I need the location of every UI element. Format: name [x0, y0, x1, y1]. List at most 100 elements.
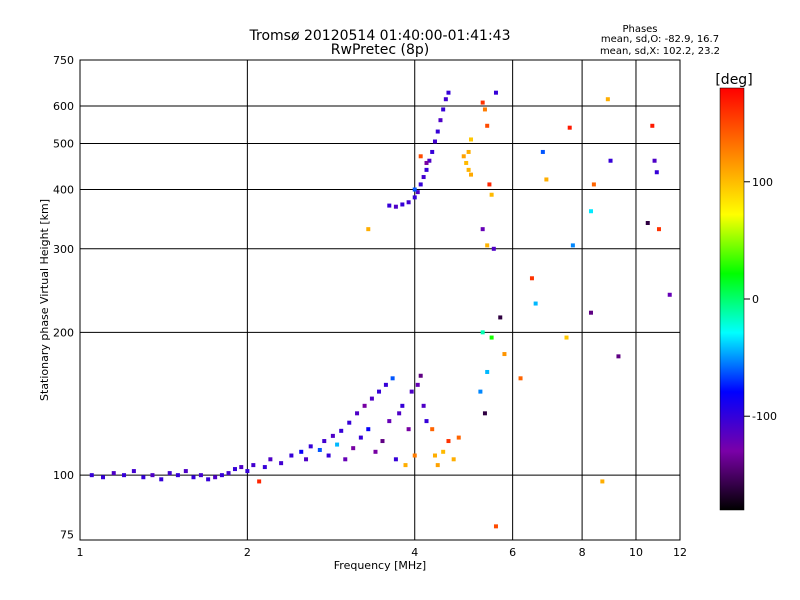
data-point — [412, 187, 417, 192]
data-point — [469, 137, 474, 142]
data-point — [322, 439, 327, 444]
data-point — [377, 389, 382, 394]
data-point — [616, 354, 621, 359]
y-tick-label: 75 — [60, 528, 74, 541]
data-point — [239, 465, 244, 470]
y-tick-label: 300 — [53, 243, 74, 256]
data-point — [198, 473, 203, 478]
data-point — [487, 182, 492, 187]
data-point — [418, 154, 423, 159]
plot-frame — [79, 59, 681, 541]
data-point — [482, 411, 487, 416]
data-point — [304, 457, 309, 462]
data-point — [456, 435, 461, 440]
data-point — [358, 435, 363, 440]
data-point — [469, 172, 474, 177]
data-point — [366, 227, 371, 232]
data-point — [435, 463, 440, 468]
y-axis-label: Stationary phase Virtual Height [km] — [38, 199, 51, 401]
phases-o-stats: mean, sd,O: -82.9, 16.7 — [601, 34, 719, 45]
x-tick-label: 8 — [579, 546, 586, 559]
y-tick-label: 100 — [53, 469, 74, 482]
data-point — [493, 524, 498, 529]
colorbar-tick-label: 0 — [752, 293, 759, 306]
x-tick-label: 2 — [244, 546, 251, 559]
data-point — [654, 170, 659, 175]
data-point — [485, 243, 490, 248]
data-point — [529, 276, 534, 281]
data-point — [343, 457, 348, 462]
data-point — [289, 453, 294, 458]
data-point — [421, 175, 426, 180]
data-point — [380, 439, 385, 444]
y-tick-label: 200 — [53, 326, 74, 339]
data-point — [393, 457, 398, 462]
data-point — [432, 453, 437, 458]
data-point — [131, 469, 136, 474]
data-point — [400, 403, 405, 408]
data-point — [141, 475, 146, 480]
data-point — [443, 97, 448, 102]
data-point — [650, 123, 655, 128]
data-point — [415, 190, 420, 195]
data-point — [299, 449, 304, 454]
data-point — [330, 433, 335, 438]
y-tick-label: 750 — [53, 54, 74, 67]
data-point — [412, 195, 417, 200]
data-point — [415, 382, 420, 387]
data-point — [257, 479, 262, 484]
data-point — [390, 376, 395, 381]
data-point — [383, 382, 388, 387]
data-point — [667, 292, 672, 297]
data-point — [493, 90, 498, 95]
data-point — [438, 118, 443, 123]
data-point — [308, 444, 313, 449]
data-point — [424, 419, 429, 424]
data-point — [605, 97, 610, 102]
data-point — [600, 479, 605, 484]
data-point — [101, 475, 106, 480]
data-point — [326, 453, 331, 458]
data-point — [339, 428, 344, 433]
chart-title: Tromsø 20120514 01:40:00-01:41:43 — [249, 28, 511, 44]
x-tick-label: 6 — [509, 546, 516, 559]
data-point — [544, 177, 549, 182]
data-point — [652, 158, 657, 163]
data-point — [150, 473, 155, 478]
data-point — [387, 203, 392, 208]
data-point — [406, 200, 411, 205]
data-point — [491, 246, 496, 251]
data-point — [498, 315, 503, 320]
data-point — [373, 449, 378, 454]
data-point — [466, 149, 471, 154]
data-point — [387, 419, 392, 424]
data-point — [446, 90, 451, 95]
data-point — [406, 427, 411, 432]
data-point — [347, 420, 352, 425]
data-point — [608, 158, 613, 163]
data-point — [441, 449, 446, 454]
data-point — [122, 473, 127, 478]
data-point — [588, 209, 593, 214]
data-point — [421, 403, 426, 408]
data-point — [464, 160, 469, 165]
x-tick-label: 1 — [77, 546, 84, 559]
x-tick-label: 4 — [411, 546, 418, 559]
data-point — [362, 403, 367, 408]
data-point — [418, 182, 423, 187]
data-point — [489, 335, 494, 340]
data-point — [533, 301, 538, 306]
data-point — [480, 100, 485, 105]
data-point — [206, 477, 211, 482]
data-point — [232, 467, 237, 472]
data-point — [412, 453, 417, 458]
data-point — [485, 123, 490, 128]
x-axis-label: Frequency [MHz] — [334, 559, 426, 572]
data-point — [482, 107, 487, 112]
data-point — [567, 125, 572, 130]
data-point — [418, 373, 423, 378]
data-point — [397, 411, 402, 416]
data-point — [424, 160, 429, 165]
